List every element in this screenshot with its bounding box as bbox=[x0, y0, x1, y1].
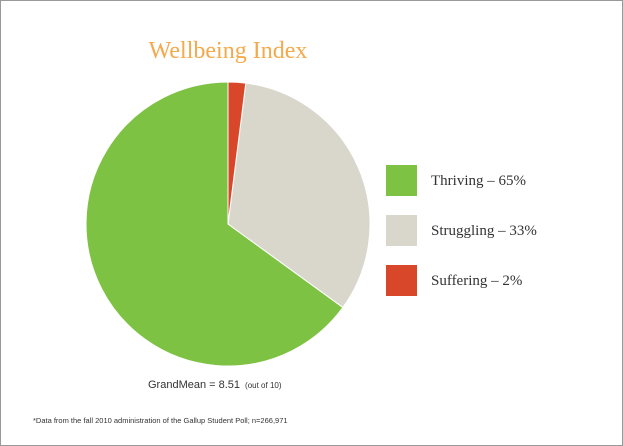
grand-mean-main: GrandMean = 8.51 bbox=[148, 379, 240, 391]
legend-swatch bbox=[386, 165, 417, 196]
footnote: *Data from the fall 2010 administration … bbox=[33, 416, 288, 425]
legend-swatch bbox=[386, 265, 417, 296]
legend-swatch bbox=[386, 215, 417, 246]
chart-title: Wellbeing Index bbox=[149, 38, 308, 64]
legend-label: Struggling – 33% bbox=[431, 223, 537, 239]
pie-slice bbox=[227, 81, 247, 225]
pie-slice bbox=[227, 82, 371, 309]
legend-label: Suffering – 2% bbox=[431, 273, 522, 289]
legend-label: Thriving – 65% bbox=[431, 173, 526, 189]
grand-mean-scale: (out of 10) bbox=[245, 381, 282, 390]
grand-mean: GrandMean = 8.51 (out of 10) bbox=[148, 379, 282, 391]
pie-slice bbox=[85, 81, 344, 367]
